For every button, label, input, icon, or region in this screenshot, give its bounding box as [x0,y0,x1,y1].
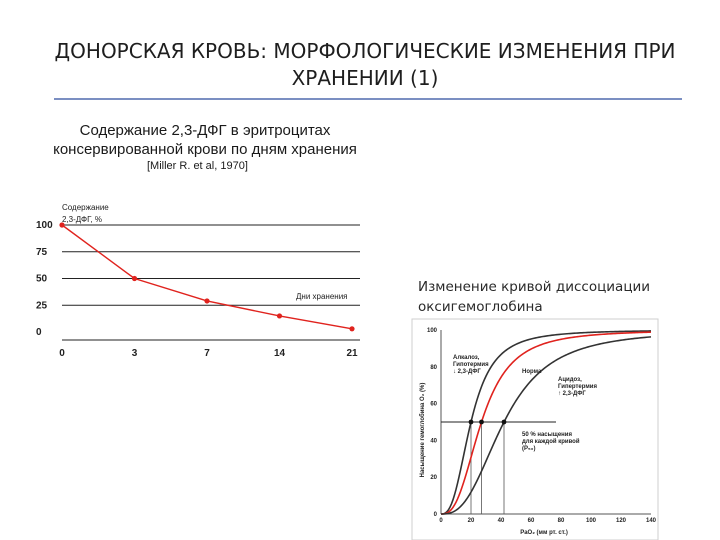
right-gridlines [440,330,651,515]
dissociation-curve [440,336,652,515]
ann-center: Норма [522,369,542,375]
left-data-point [276,313,283,319]
left-y-tick-labels: 0 25 50 75 100 [36,220,53,338]
left-data-point [131,275,138,282]
left-x-tick: 14 [274,348,286,359]
ann-left-line2: Гипотермия [453,362,489,368]
slide-title: ДОНОРСКАЯ КРОВЬ: МОРФОЛОГИЧЕСКИЕ ИЗМЕНЕН… [40,38,690,92]
left-data-point [349,326,355,332]
left-y-tick: 50 [36,274,48,285]
right-chart-frame [411,318,659,540]
right-y-tick: 60 [430,402,437,408]
slide-title-line1: ДОНОРСКАЯ КРОВЬ: МОРФОЛОГИЧЕСКИЕ ИЗМЕНЕН… [54,39,676,63]
left-xlabel: Дни хранения [296,292,348,301]
left-x-tick: 7 [204,348,210,359]
source-citation: [Miller R. et al, 1970] [147,160,248,172]
right-chart-caption: Изменение кривой диссоциации оксигемогло… [418,277,678,317]
left-y-tick: 75 [36,247,48,258]
left-x-tick-labels: 0 3 7 14 21 [59,348,358,359]
left-data-point [59,222,65,228]
left-chart-caption: Содержание 2,3-ДФГ в эритроцитах консерв… [30,121,380,159]
left-caption-line1: Содержание 2,3-ДФГ в эритроцитах [79,122,331,139]
right-x-tick: 120 [616,518,627,524]
right-y-tick: 0 [434,512,438,518]
ann-left-line1: Алкалоз, [453,355,480,361]
right-y-tick: 20 [430,475,437,481]
right-x-tick: 60 [528,518,535,524]
right-curve-annotation: Ацидоз, Гипертермия ↑ 2,3-ДФГ [558,377,597,397]
left-caption-line2: консервированной крови по дням хранения [53,141,357,158]
p50-point [468,419,474,425]
dissociation-curve [440,330,652,515]
left-y-tick: 25 [36,300,48,311]
right-x-tick: 0 [439,518,443,524]
left-ylabel-line1: Содержание [62,203,109,212]
right-x-tick: 80 [558,518,565,524]
left-x-tick: 0 [59,348,65,359]
right-caption-line2: оксигемоглобина [418,299,543,315]
ann-p50-line1: 50 % насыщения [522,432,572,438]
right-y-tick: 80 [430,365,437,371]
left-data-point [204,298,210,304]
right-y-tick: 40 [430,438,437,444]
p50-annotation: 50 % насыщения для каждой кривой (P₅₀) [522,432,580,452]
right-y-tick-labels: 0 20 40 60 80 100 [427,328,438,518]
ann-p50-line2: для каждой кривой [522,438,580,445]
dissociation-curve [440,331,652,515]
ann-right-line1: Ацидоз, [558,377,582,383]
ann-right-line2: Гипертермия [558,384,597,390]
right-xlabel: PaO₂ (мм рт. ст.) [520,530,568,536]
left-x-tick: 3 [132,348,138,359]
left-series [59,222,355,332]
right-caption-line1: Изменение кривой диссоциации [418,279,651,295]
left-ylabel-line2: 2,3-ДФГ, % [62,215,102,224]
left-y-tick: 100 [36,220,53,231]
left-x-tick: 21 [346,348,358,359]
right-x-tick: 100 [586,518,597,524]
right-x-tick: 140 [646,518,657,524]
left-y-tick: 0 [36,327,42,338]
p50-point [479,419,484,425]
right-y-tick: 100 [427,328,438,334]
right-x-tick: 40 [498,518,505,524]
title-divider [54,98,682,100]
right-x-tick: 20 [468,518,475,524]
slide-title-line2: ХРАНЕНИИ (1) [291,66,439,90]
ann-p50-line3: (P₅₀) [522,446,535,452]
ann-left-line3: ↓ 2,3-ДФГ [453,369,481,375]
p50-point [501,419,507,425]
right-series [440,330,652,515]
left-gridlines [62,224,360,341]
left-curve-annotation: Алкалоз, Гипотермия ↓ 2,3-ДФГ [453,355,489,375]
right-ylabel: Насыщение гемоглобина O₂ (%) [419,383,426,478]
ann-right-line3: ↑ 2,3-ДФГ [558,391,586,397]
right-x-tick-labels: 0 20 40 60 80 100 120 140 [439,518,656,524]
